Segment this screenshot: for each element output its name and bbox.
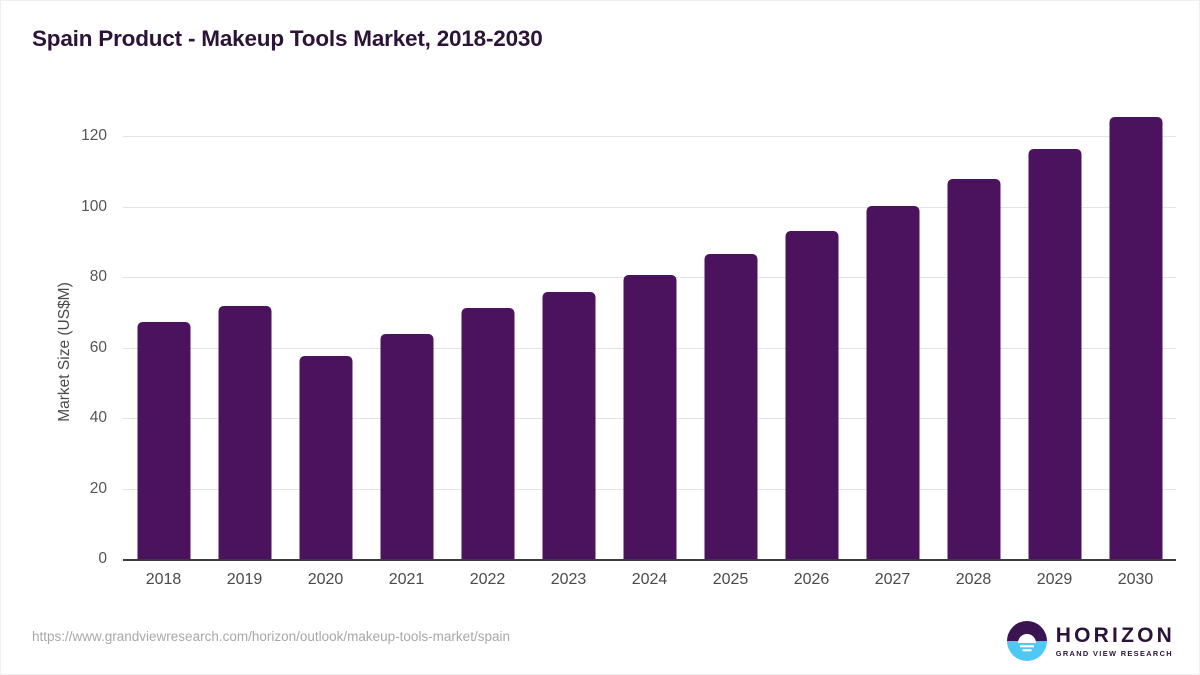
bar-2026[interactable]	[785, 230, 838, 559]
bar-2020[interactable]	[299, 356, 352, 559]
bar-2027[interactable]	[866, 205, 919, 559]
x-axis-label-2019: 2019	[226, 571, 263, 588]
bar-2021[interactable]	[380, 333, 433, 559]
x-axis-label-2025: 2025	[712, 571, 749, 588]
bar-slot	[933, 101, 1014, 559]
plot-area	[123, 101, 1176, 561]
horizon-sunset-circle-icon	[1006, 621, 1047, 661]
bar-slot	[366, 101, 447, 559]
x-axis-label-2028: 2028	[955, 571, 992, 588]
bar-slot	[285, 101, 366, 559]
bar-slot	[852, 101, 933, 559]
bar-2025[interactable]	[704, 254, 757, 559]
x-axis-label-2020: 2020	[307, 571, 344, 588]
bar-slot	[1014, 101, 1095, 559]
logo-wordmark: HORIZON	[1055, 623, 1175, 647]
gridline	[123, 136, 1176, 138]
source-url[interactable]: https://www.grandviewresearch.com/horizo…	[32, 629, 510, 644]
y-axis-label: 0	[98, 550, 107, 567]
x-axis-label-2022: 2022	[469, 571, 506, 588]
axis-baseline	[123, 559, 1176, 561]
bar-slot	[528, 101, 609, 559]
x-axis-label-2030: 2030	[1117, 571, 1154, 588]
bar-2024[interactable]	[623, 275, 676, 559]
bar-2023[interactable]	[542, 292, 595, 559]
bar-2028[interactable]	[947, 179, 1000, 559]
bar-2029[interactable]	[1028, 148, 1081, 559]
bar-2019[interactable]	[218, 306, 271, 559]
x-axis-label-2026: 2026	[793, 571, 830, 588]
brand-logo: HORIZON GRAND VIEW RESEARCH	[1006, 618, 1175, 664]
bar-slot	[1095, 101, 1176, 559]
bar-2022[interactable]	[461, 308, 514, 559]
bar-2030[interactable]	[1109, 116, 1162, 559]
y-axis-label: 100	[81, 197, 107, 215]
bar-series	[123, 101, 1176, 559]
y-axis-label: 80	[89, 268, 107, 286]
bar-2018[interactable]	[137, 321, 190, 559]
x-axis-label-2029: 2029	[1036, 571, 1073, 588]
bar-slot	[204, 101, 285, 559]
page-title: Spain Product - Makeup Tools Market, 201…	[32, 26, 543, 51]
y-axis-label: 120	[81, 127, 107, 145]
y-axis-label: 40	[89, 409, 107, 427]
bar-slot	[771, 101, 852, 559]
bar-slot	[447, 101, 528, 559]
bar-slot	[690, 101, 771, 559]
y-axis-label: 60	[89, 338, 107, 356]
logo-text: HORIZON GRAND VIEW RESEARCH	[1056, 625, 1175, 657]
bar-slot	[609, 101, 690, 559]
x-axis-label-2023: 2023	[550, 571, 587, 588]
x-axis-label-2018: 2018	[145, 571, 182, 588]
x-axis-label-2027: 2027	[874, 571, 911, 588]
x-axis-label-2024: 2024	[631, 571, 668, 588]
y-axis-label: 20	[89, 479, 107, 497]
gridline	[123, 206, 1176, 208]
x-axis-label-2021: 2021	[388, 571, 425, 588]
bar-slot	[123, 101, 204, 559]
logo-tagline: GRAND VIEW RESEARCH	[1055, 648, 1173, 658]
